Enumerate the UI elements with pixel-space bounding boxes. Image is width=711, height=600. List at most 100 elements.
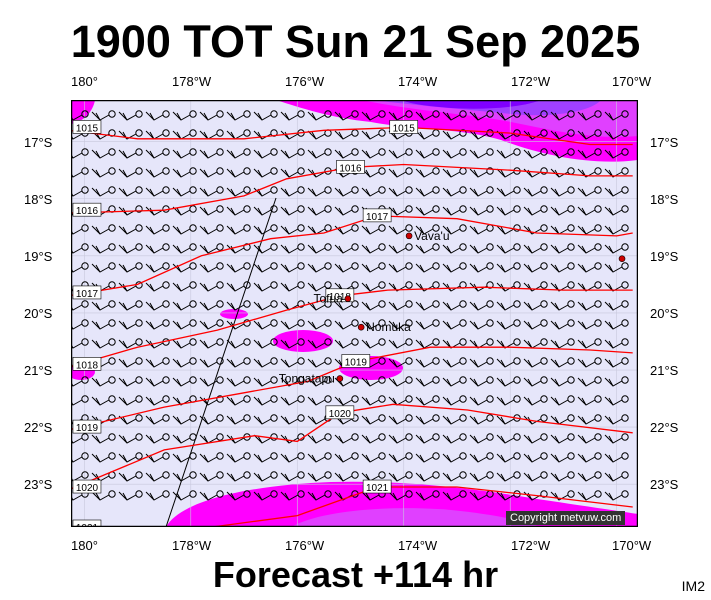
date-line (165, 197, 277, 527)
map-title: 1900 TOT Sun 21 Sep 2025 (70, 16, 641, 67)
wind-barb (226, 395, 251, 406)
wind-barb (71, 452, 89, 463)
wind-barb (469, 148, 494, 159)
lat-label-23s: 23°S (24, 477, 53, 492)
wind-barb (253, 281, 278, 292)
wind-barb (280, 243, 305, 254)
wind-barb (388, 319, 413, 330)
wind-barb (172, 319, 197, 330)
wind-barb (415, 243, 440, 254)
wind-barb (415, 433, 440, 444)
wind-barb (523, 148, 548, 159)
wind-barb (280, 167, 305, 178)
wind-barb (280, 300, 305, 311)
lon-label-170w: 170°W (612, 74, 652, 89)
wind-barb (334, 148, 359, 159)
wind-barb (442, 148, 467, 159)
lon-label-180-bottom: 180° (71, 538, 98, 553)
wind-barb (442, 376, 467, 387)
wind-barb (415, 129, 440, 140)
wind-barb (118, 281, 143, 292)
wind-barb (388, 376, 413, 387)
wind-barb (577, 262, 602, 273)
wind-barb (523, 452, 548, 463)
wind-barb (145, 319, 170, 330)
wind-barb (199, 471, 224, 482)
wind-barb (604, 205, 629, 216)
wind-barb (577, 148, 602, 159)
wind-barb (469, 414, 494, 425)
svg-text:1021: 1021 (366, 483, 389, 494)
wind-barb (199, 224, 224, 235)
place-marker: Tongatapu (279, 372, 344, 386)
wind-barb (550, 376, 575, 387)
wind-barb (118, 300, 143, 311)
wind-barb (496, 205, 521, 216)
wind-barb (71, 395, 89, 406)
wind-barb (496, 452, 521, 463)
wind-barb (334, 319, 359, 330)
graticule (71, 100, 638, 527)
wind-barb (550, 357, 575, 368)
wind-barb (253, 376, 278, 387)
wind-barb (469, 262, 494, 273)
wind-barb (604, 129, 629, 140)
wind-barb (604, 395, 629, 406)
lon-label-176w: 176°W (285, 74, 325, 89)
wind-barb (604, 338, 629, 349)
wind-barb (226, 186, 251, 197)
wind-barb (71, 433, 89, 444)
wind-barb (280, 110, 305, 121)
lat-label-19s: 19°S (24, 249, 53, 264)
wind-barb (145, 281, 170, 292)
svg-text:1019: 1019 (76, 423, 99, 434)
wind-barb (226, 110, 251, 121)
wind-barb (496, 319, 521, 330)
wind-barb (71, 186, 89, 197)
lon-label-176w-bottom: 176°W (285, 538, 325, 553)
wind-barb (118, 414, 143, 425)
wind-barb (388, 433, 413, 444)
wind-barb (523, 395, 548, 406)
wind-barb (604, 452, 629, 463)
lat-label-18s-right: 18°S (650, 192, 679, 207)
lon-label-178w-bottom: 178°W (172, 538, 212, 553)
wind-barb (388, 262, 413, 273)
wind-barb (469, 129, 494, 140)
wind-barb (415, 376, 440, 387)
wind-barb (442, 110, 467, 121)
wind-barb (226, 471, 251, 482)
wind-barb (550, 262, 575, 273)
wind-barb (307, 319, 332, 330)
wind-barb (577, 357, 602, 368)
wind-barb (253, 167, 278, 178)
wind-barb (199, 281, 224, 292)
wind-barb (334, 433, 359, 444)
wind-barb (199, 376, 224, 387)
wind-barb (361, 395, 386, 406)
wind-barb (496, 148, 521, 159)
wind-barb (226, 281, 251, 292)
wind-barb (280, 414, 305, 425)
wind-barb (469, 319, 494, 330)
wind-barb (415, 452, 440, 463)
lon-label-172w: 172°W (511, 74, 551, 89)
wind-barb (550, 433, 575, 444)
wind-barb (199, 167, 224, 178)
wind-barb (442, 471, 467, 482)
lat-label-20s: 20°S (24, 306, 53, 321)
lat-label-20s-right: 20°S (650, 306, 679, 321)
wind-barb (172, 300, 197, 311)
wind-barb (523, 110, 548, 121)
wind-barb (334, 186, 359, 197)
wind-barb (388, 357, 413, 368)
wind-barb (71, 319, 89, 330)
lon-label-172w-bottom: 172°W (511, 538, 551, 553)
image-tag: IM2 (681, 578, 705, 594)
wind-barb (118, 376, 143, 387)
wind-barb (415, 471, 440, 482)
wind-barb (577, 471, 602, 482)
wind-barb (172, 376, 197, 387)
wind-barb (145, 167, 170, 178)
wind-barb (469, 167, 494, 178)
